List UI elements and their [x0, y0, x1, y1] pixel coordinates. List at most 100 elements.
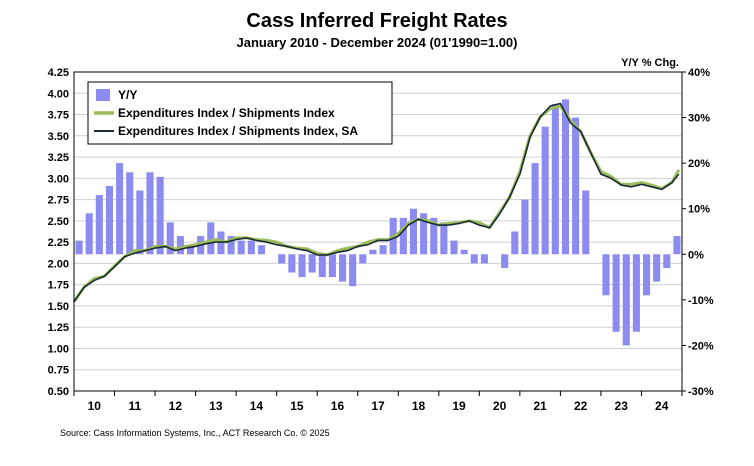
- y-tick-label: 1.00: [48, 343, 69, 355]
- yy-bars: [75, 99, 681, 346]
- legend-box: [87, 81, 393, 145]
- yy-bar: [247, 240, 255, 255]
- yy-bar: [328, 254, 336, 278]
- y2-tick-label: -20%: [688, 340, 714, 352]
- plot-frame: [73, 71, 683, 392]
- y2-tick-label: 10%: [688, 204, 710, 216]
- yy-bar: [531, 163, 539, 255]
- yy-bar: [642, 254, 651, 296]
- x-tick-label: 17: [371, 399, 385, 413]
- yy-bar: [673, 236, 681, 255]
- yy-bar: [166, 222, 174, 255]
- x-tick-label: 19: [452, 399, 466, 413]
- yy-bar: [227, 236, 235, 255]
- yy-bar: [632, 254, 640, 332]
- x-tick-label: 21: [533, 399, 547, 413]
- yy-bar: [602, 254, 610, 296]
- index-lines: [72, 102, 681, 303]
- yy-bar: [156, 176, 164, 255]
- chart-subtitle: January 2010 - December 2024 (01'1990=1.…: [237, 35, 518, 50]
- yy-bar: [551, 103, 559, 255]
- yy-bar: [653, 254, 661, 282]
- yy-bar: [430, 217, 438, 255]
- yy-bar: [369, 249, 377, 255]
- yy-bar: [85, 213, 93, 255]
- y-tick-label: 3.50: [48, 131, 69, 143]
- y-tick-label: 1.50: [48, 301, 69, 313]
- yy-bar: [136, 190, 144, 255]
- x-tick-label: 11: [128, 399, 141, 413]
- x-tick-label: 16: [331, 399, 345, 413]
- yy-bar: [399, 217, 407, 255]
- yy-bar: [420, 213, 428, 255]
- legend-label: Expenditures Index / Shipments Index: [118, 106, 335, 120]
- y2-tick-label: 0%: [688, 249, 704, 261]
- x-tick-label: 14: [250, 399, 264, 413]
- yy-bar: [146, 172, 154, 255]
- legend-label: Expenditures Index / Shipments Index, SA: [118, 124, 358, 138]
- yy-bar: [338, 254, 347, 282]
- grid: [74, 92, 682, 371]
- yy-bar: [75, 240, 83, 255]
- yy-bar: [257, 245, 266, 255]
- y-tick-label: 0.75: [48, 365, 69, 377]
- y-axis-ticks: 4.25 4.00 3.75 3.50 3.25 3.00 2.75 2.50 2.25 2.00…: [48, 67, 69, 398]
- y-tick-label: 1.25: [48, 322, 69, 334]
- yy-bar: [359, 254, 367, 264]
- y-tick-label: 4.25: [48, 67, 69, 79]
- yy-bar: [379, 245, 387, 255]
- y2-tick-label: -30%: [688, 386, 714, 398]
- yy-bar: [176, 236, 184, 255]
- yy-bar: [460, 249, 468, 255]
- x-tick-label: 24: [655, 399, 669, 413]
- y2-axis-label: Y/Y % Chg.: [621, 57, 679, 69]
- yy-bar: [440, 222, 448, 255]
- x-tick-label: 13: [209, 399, 223, 413]
- yy-bar: [237, 240, 245, 255]
- legend-label: Y/Y: [118, 88, 137, 102]
- yy-bar: [612, 254, 620, 332]
- y-tick-label: 2.25: [48, 237, 69, 249]
- y-tick-label: 1.75: [48, 280, 69, 292]
- y-tick-label: 2.00: [48, 258, 69, 270]
- source-note: Source: Cass Information Systems, Inc., …: [60, 428, 330, 438]
- yy-bar: [126, 172, 134, 255]
- yy-bar: [663, 254, 671, 268]
- y2-tick-label: -10%: [688, 295, 714, 307]
- yy-bar: [541, 126, 549, 255]
- x-tick-label: 15: [290, 399, 304, 413]
- x-tick-label: 12: [169, 399, 183, 413]
- index-sa-line: [73, 102, 680, 303]
- yy-bar: [105, 185, 114, 255]
- yy-bar: [582, 190, 590, 255]
- chart-title: Cass Inferred Freight Rates: [246, 10, 507, 32]
- y-tick-label: 2.50: [48, 216, 69, 228]
- y-tick-label: 4.00: [48, 88, 69, 100]
- x-tick-label: 18: [412, 399, 426, 413]
- x-tick-label: 20: [493, 399, 507, 413]
- yy-bar: [480, 254, 488, 264]
- legend: Y/Y Expenditures Index / Shipments Index E…: [87, 81, 393, 145]
- x-tick-label: 23: [615, 399, 629, 413]
- y2-tick-label: 30%: [688, 113, 710, 125]
- yy-bar: [95, 195, 103, 255]
- yy-bar: [622, 254, 630, 346]
- y2-axis-ticks: 40% 30% 20% 10% 0% -10% -20% -30%: [682, 67, 714, 398]
- yy-bar: [511, 231, 519, 255]
- yy-bar: [288, 254, 296, 273]
- legend-swatch-yy: [96, 89, 110, 101]
- yy-bar: [521, 199, 529, 255]
- x-tick-label: 10: [88, 399, 102, 413]
- yy-bar: [561, 99, 570, 255]
- yy-bar: [501, 254, 509, 268]
- yy-bar: [207, 222, 215, 255]
- yy-bar: [308, 254, 316, 273]
- y-tick-label: 3.00: [48, 173, 69, 185]
- yy-bar: [278, 254, 286, 264]
- y2-tick-label: 20%: [688, 158, 710, 170]
- x-axis-ticks: 10 11 12 13 14 15 16 17 18 19 20 21 22 23 24: [73, 391, 683, 413]
- yy-bar: [409, 208, 418, 255]
- yy-bar: [349, 254, 357, 287]
- yy-bar: [572, 117, 580, 255]
